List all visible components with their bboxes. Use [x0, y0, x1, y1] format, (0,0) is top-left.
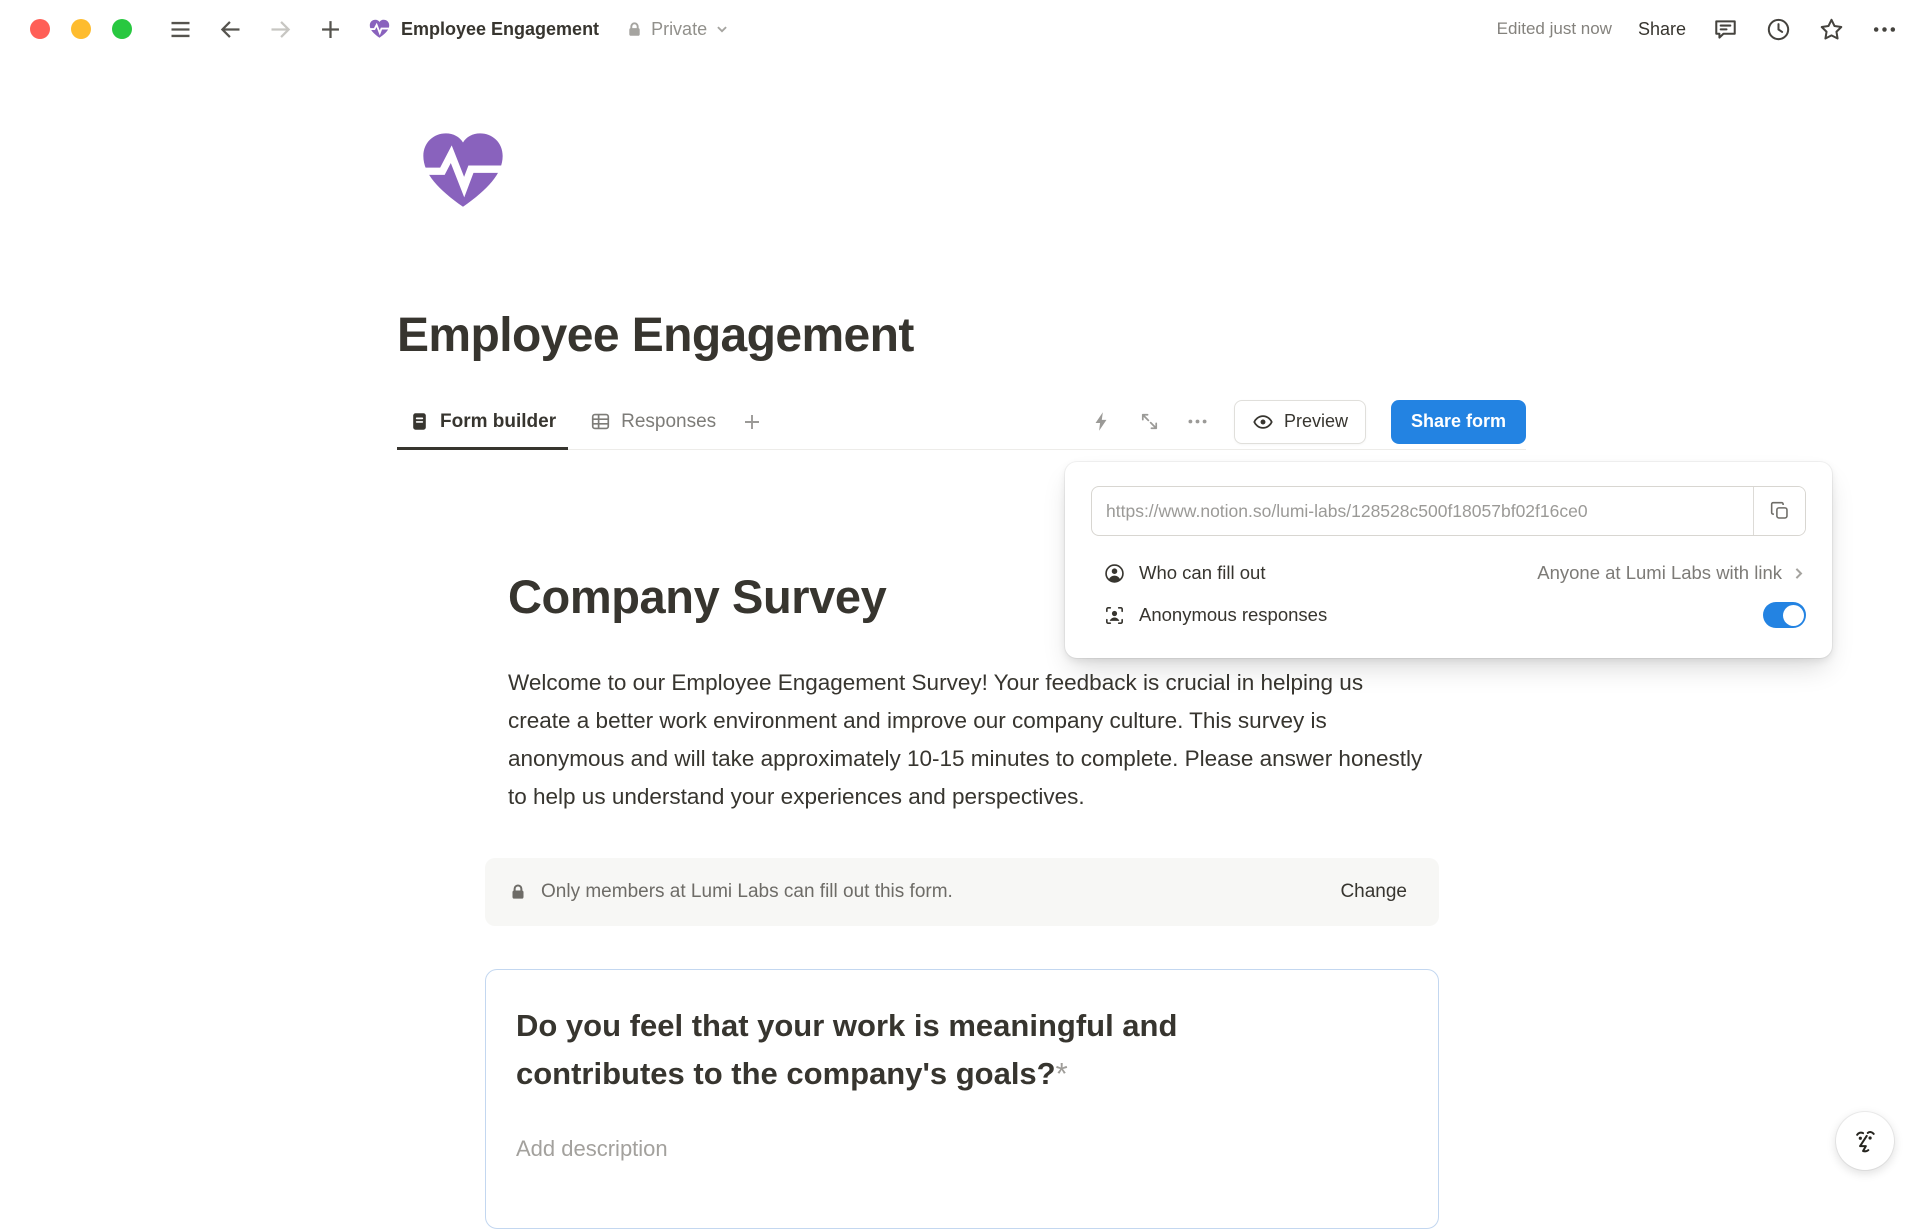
copy-icon [1769, 500, 1791, 522]
lock-icon [626, 21, 643, 38]
breadcrumb[interactable]: Employee Engagement [368, 18, 599, 40]
person-circle-icon [1103, 562, 1126, 585]
form-description[interactable]: Welcome to our Employee Engagement Surve… [508, 670, 1423, 809]
copy-link-button[interactable] [1753, 487, 1805, 535]
tab-bar: Form builder Responses [397, 394, 1526, 450]
tab-responses[interactable]: Responses [578, 394, 728, 449]
change-access-button[interactable]: Change [1340, 881, 1407, 902]
form-builder-canvas: Company Survey Welcome to our Employee E… [485, 568, 1439, 1229]
notion-ai-button[interactable] [1836, 1112, 1894, 1170]
form-title[interactable]: Company Survey [508, 570, 887, 623]
anonymous-responses-toggle[interactable] [1763, 602, 1806, 628]
who-can-fill-out-row[interactable]: Who can fill out Anyone at Lumi Labs wit… [1091, 552, 1806, 594]
tab-label: Form builder [440, 410, 557, 432]
close-window-button[interactable] [30, 19, 50, 39]
more-options-icon[interactable] [1871, 16, 1898, 43]
automations-lightning-icon[interactable] [1090, 410, 1113, 433]
share-form-popover: Who can fill out Anyone at Lumi Labs wit… [1065, 462, 1832, 658]
ai-face-icon [1848, 1124, 1882, 1158]
edited-status: Edited just now [1496, 19, 1612, 38]
form-access-notice: Only members at Lumi Labs can fill out t… [485, 858, 1439, 926]
form-link-field [1091, 486, 1806, 536]
add-tab-icon[interactable] [740, 410, 764, 434]
sidebar-menu-icon[interactable] [167, 16, 194, 43]
heart-pulse-icon[interactable] [416, 126, 510, 216]
page-title[interactable]: Employee Engagement [397, 309, 914, 362]
page-content: Employee Engagement Form builder Respons… [397, 126, 1526, 1229]
table-icon [590, 411, 611, 432]
form-url-input[interactable] [1092, 487, 1753, 535]
new-page-icon[interactable] [317, 16, 344, 43]
history-clock-icon[interactable] [1765, 16, 1792, 43]
window-titlebar: Employee Engagement Private Edited just … [0, 0, 1920, 58]
preview-label: Preview [1283, 411, 1348, 431]
back-arrow-icon[interactable] [217, 16, 244, 43]
who-can-fill-out-label: Who can fill out [1139, 562, 1266, 583]
preview-button[interactable]: Preview [1233, 399, 1366, 444]
more-options-icon[interactable] [1186, 410, 1209, 433]
tab-form-builder[interactable]: Form builder [397, 394, 569, 450]
forward-arrow-icon[interactable] [267, 16, 294, 43]
question-card[interactable]: Do you feel that your work is meaningful… [485, 969, 1439, 1229]
privacy-label: Private [651, 18, 708, 39]
required-marker: * [1055, 1056, 1068, 1091]
anonymous-responses-row: Anonymous responses [1091, 594, 1806, 636]
eye-icon [1252, 411, 1274, 433]
traffic-lights [30, 19, 132, 39]
lock-icon [509, 883, 527, 901]
comments-icon[interactable] [1712, 16, 1739, 43]
expand-diagonal-icon[interactable] [1138, 410, 1161, 433]
minimize-window-button[interactable] [71, 19, 91, 39]
chevron-right-icon [1791, 566, 1806, 581]
who-can-fill-out-value: Anyone at Lumi Labs with link [1537, 562, 1782, 583]
share-button[interactable]: Share [1637, 18, 1686, 39]
anonymous-person-icon [1103, 604, 1126, 627]
notice-text: Only members at Lumi Labs can fill out t… [541, 881, 953, 902]
heart-pulse-icon [368, 18, 391, 40]
question-title[interactable]: Do you feel that your work is meaningful… [516, 1008, 1178, 1091]
anonymous-responses-label: Anonymous responses [1139, 604, 1328, 625]
privacy-dropdown[interactable]: Private [626, 19, 729, 40]
question-description-placeholder[interactable]: Add description [516, 1136, 668, 1161]
breadcrumb-page-title: Employee Engagement [401, 18, 600, 39]
tab-label: Responses [621, 410, 717, 432]
chevron-down-icon [715, 22, 729, 36]
favorite-star-icon[interactable] [1818, 16, 1845, 43]
zoom-window-button[interactable] [112, 19, 132, 39]
form-document-icon [409, 411, 430, 432]
share-form-button[interactable]: Share form [1390, 399, 1526, 444]
